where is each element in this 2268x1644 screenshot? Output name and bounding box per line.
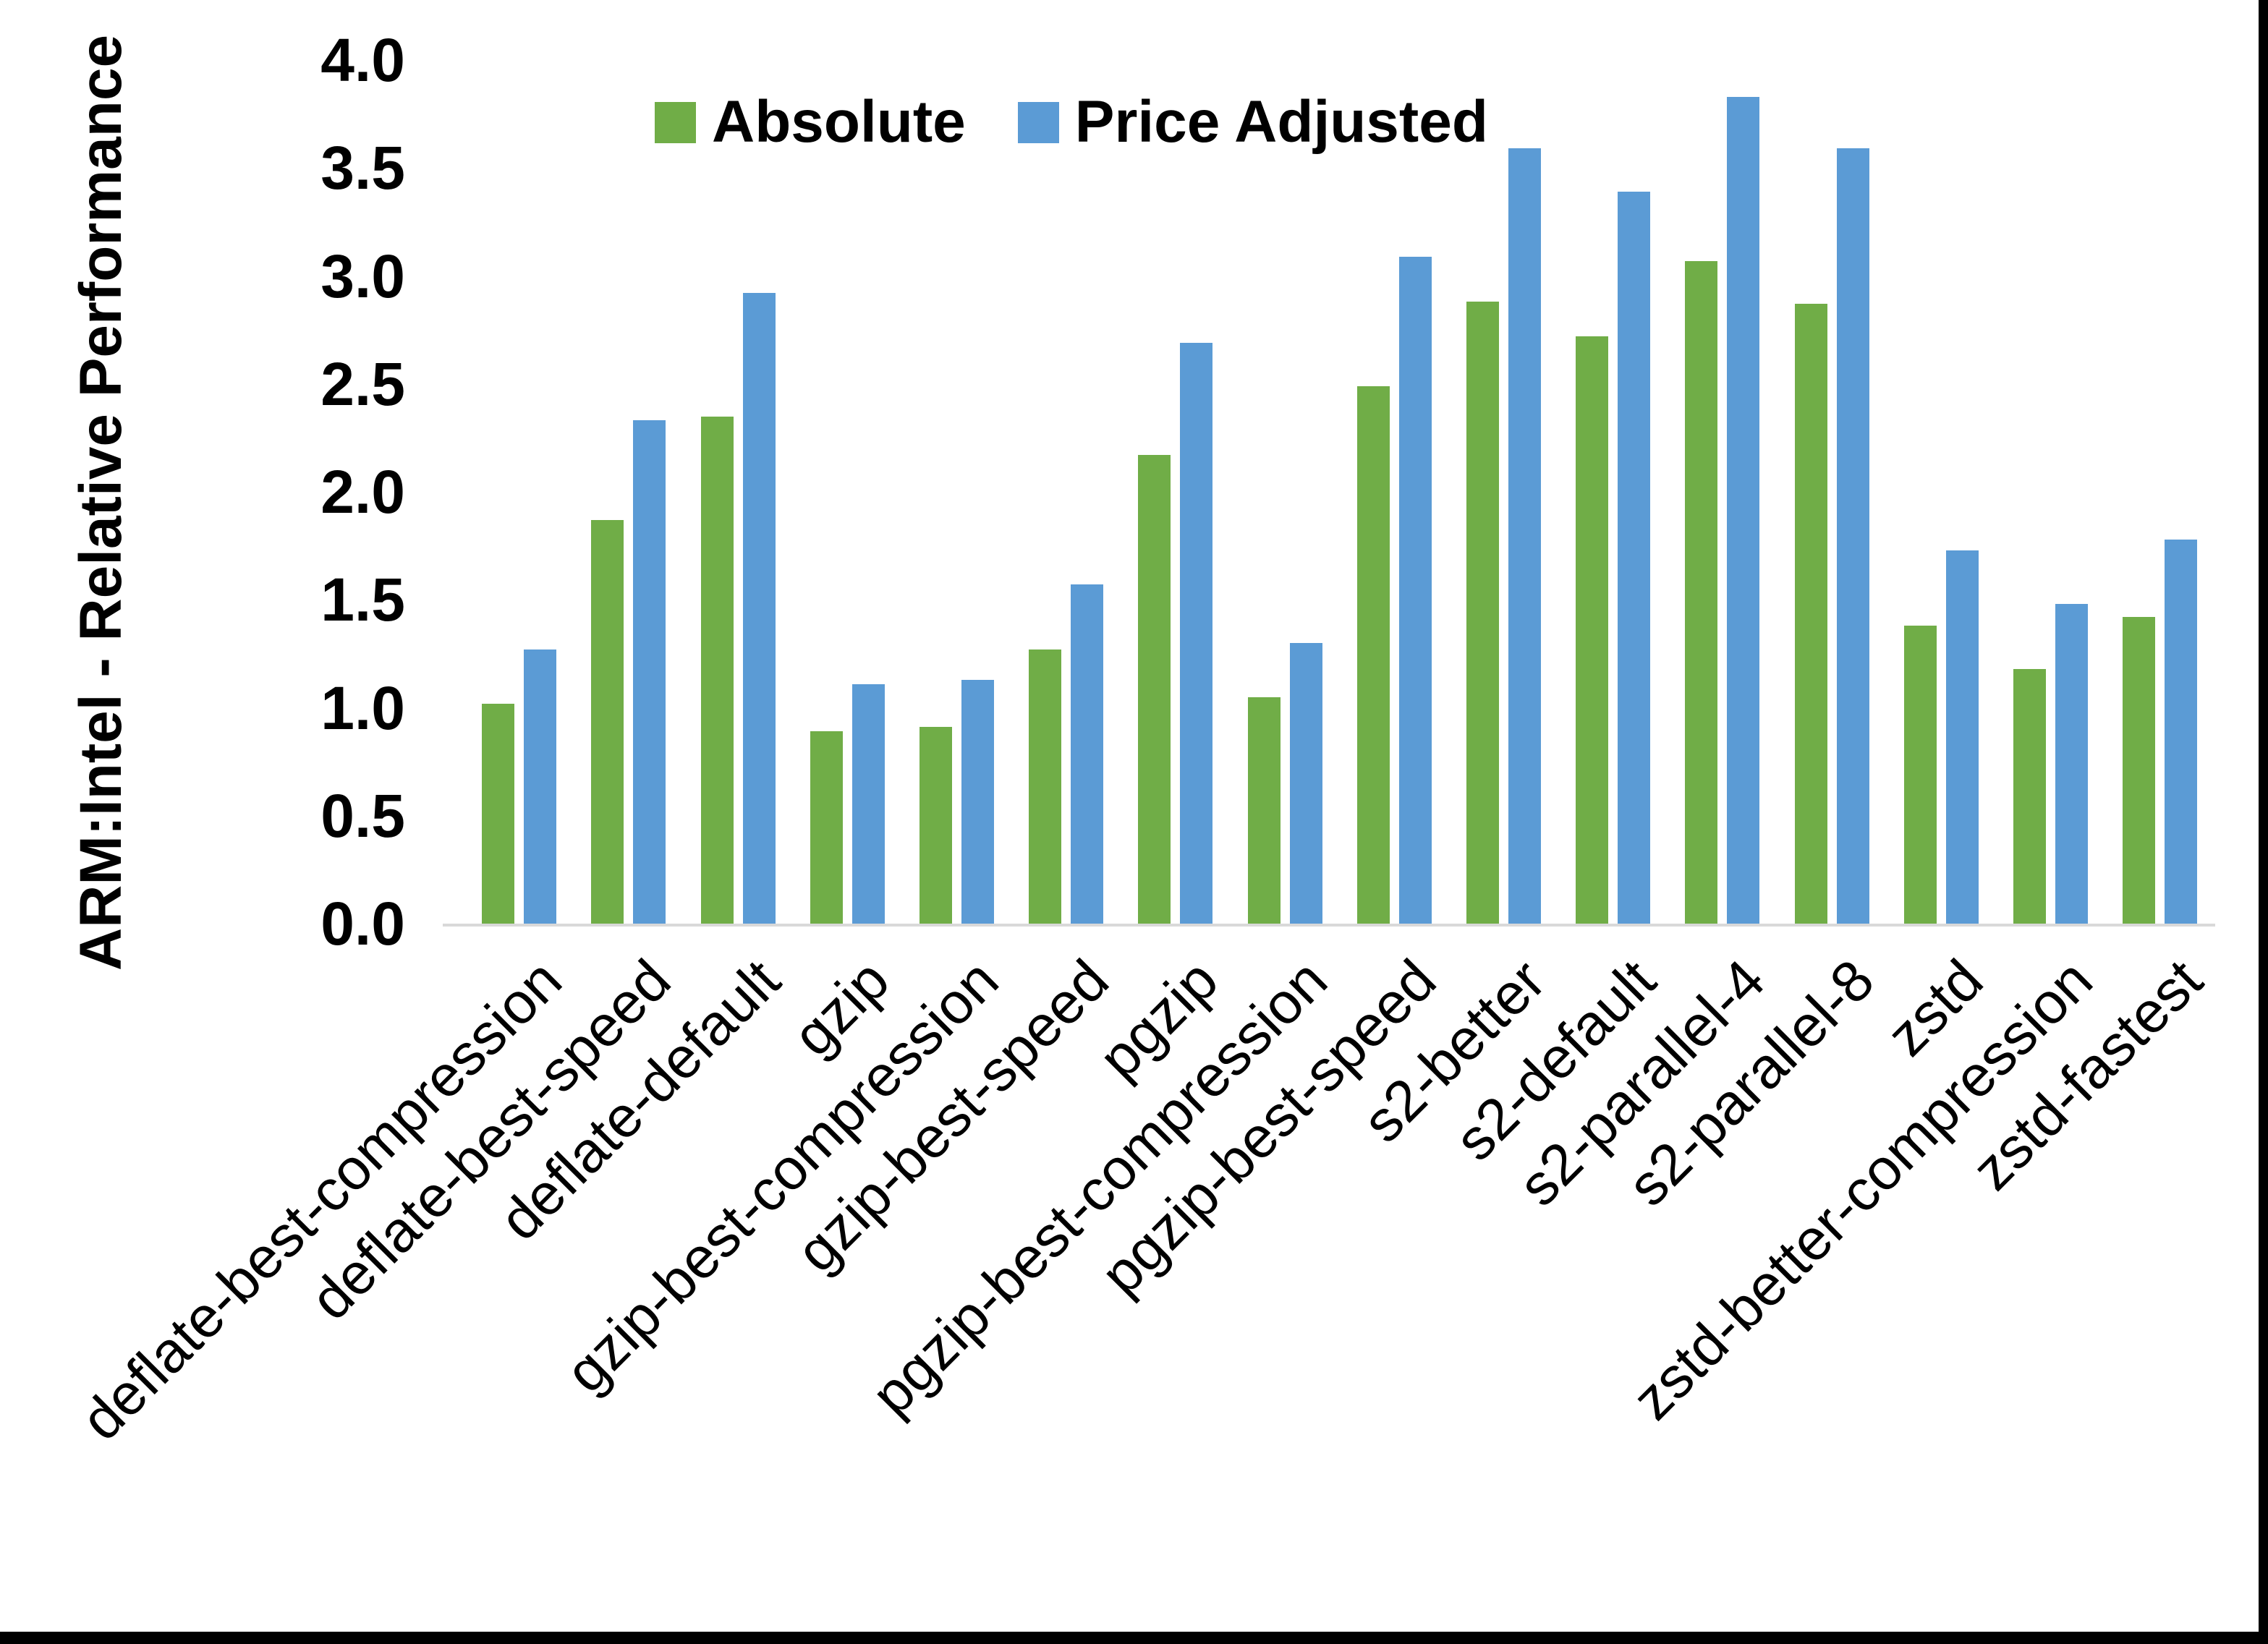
y-tick-3.0: 3.0	[320, 242, 405, 310]
bar-absolute-zstd-fastest	[2123, 617, 2155, 924]
bar-absolute-deflate-best-speed	[591, 520, 624, 924]
bar-absolute-pgzip-best-compression	[1248, 697, 1280, 924]
bar-absolute-pgzip	[1138, 455, 1171, 924]
bar-price-adjusted-deflate-default	[743, 293, 776, 924]
bar-absolute-deflate-default	[701, 417, 734, 924]
bar-absolute-gzip-best-speed	[1029, 649, 1061, 924]
y-tick-0.5: 0.5	[320, 781, 405, 850]
legend-item-absolute: Absolute	[655, 88, 966, 156]
y-tick-0.0: 0.0	[320, 890, 405, 958]
legend: Absolute Price Adjusted	[655, 88, 1488, 156]
bar-price-adjusted-zstd-better-compression	[2055, 604, 2088, 924]
legend-item-price-adjusted: Price Adjusted	[1017, 88, 1488, 156]
bar-price-adjusted-s2-parallel-4	[1727, 97, 1759, 924]
legend-label: Absolute	[712, 89, 966, 155]
bar-absolute-pgzip-best-speed	[1357, 386, 1390, 924]
bar-price-adjusted-gzip-best-compression	[961, 680, 994, 924]
bar-absolute-s2-parallel-8	[1795, 304, 1827, 924]
legend-swatch-icon	[655, 101, 696, 143]
y-tick-1.0: 1.0	[320, 673, 405, 742]
bar-price-adjusted-pgzip-best-compression	[1290, 643, 1322, 924]
bar-absolute-zstd-better-compression	[2013, 669, 2046, 924]
bar-absolute-gzip	[810, 731, 843, 924]
bar-price-adjusted-deflate-best-compression	[524, 649, 556, 924]
bar-price-adjusted-s2-parallel-8	[1837, 148, 1869, 924]
bar-absolute-s2-default	[1576, 336, 1608, 924]
bar-price-adjusted-s2-better	[1508, 148, 1541, 924]
bar-price-adjusted-pgzip	[1180, 343, 1212, 924]
bar-price-adjusted-gzip	[852, 684, 885, 924]
y-tick-3.5: 3.5	[320, 134, 405, 203]
y-tick-4.0: 4.0	[320, 26, 405, 94]
screen-border-right	[2259, 0, 2268, 1644]
y-tick-2.0: 2.0	[320, 458, 405, 526]
bar-absolute-deflate-best-compression	[482, 704, 514, 924]
bar-price-adjusted-zstd	[1946, 550, 1979, 924]
bar-price-adjusted-gzip-best-speed	[1071, 584, 1103, 924]
bar-price-adjusted-zstd-fastest	[2165, 540, 2197, 924]
bar-absolute-zstd	[1904, 626, 1937, 924]
bar-absolute-s2-better	[1466, 302, 1499, 924]
y-axis-title: ARM:Intel - Relative Performance	[68, 34, 134, 971]
legend-label: Price Adjusted	[1074, 89, 1488, 155]
bar-price-adjusted-s2-default	[1618, 192, 1650, 924]
bar-price-adjusted-deflate-best-speed	[633, 420, 666, 924]
x-axis-line	[443, 924, 2215, 927]
y-tick-2.5: 2.5	[320, 349, 405, 418]
y-tick-1.5: 1.5	[320, 566, 405, 634]
bar-absolute-s2-parallel-4	[1685, 261, 1717, 924]
screen-border-bottom	[0, 1632, 2268, 1644]
bar-price-adjusted-pgzip-best-speed	[1399, 257, 1432, 924]
legend-swatch-icon	[1017, 101, 1059, 143]
bar-absolute-gzip-best-compression	[919, 727, 952, 924]
